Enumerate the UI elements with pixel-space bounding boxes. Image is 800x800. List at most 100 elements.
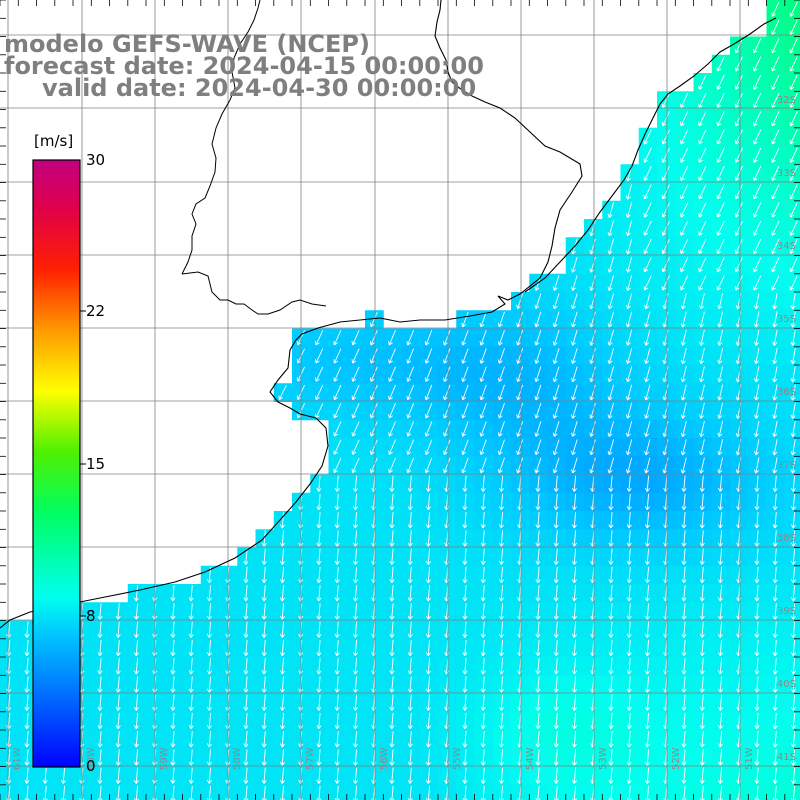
wind-arrow: [753, 366, 760, 383]
wind-arrow: [243, 694, 249, 711]
wind-arrow: [352, 712, 358, 730]
wind-arrow: [771, 147, 780, 163]
wind-arrow: [607, 202, 615, 218]
wind-arrow: [772, 329, 778, 346]
wind-arrow: [771, 92, 780, 108]
wind-arrow: [681, 566, 687, 584]
wind-arrow: [480, 585, 486, 602]
wind-arrow: [243, 566, 249, 584]
wind-arrow: [188, 749, 194, 766]
wind-arrow: [681, 621, 687, 638]
wind-arrow: [661, 129, 670, 145]
wind-arrow: [371, 785, 377, 800]
wind-arrow: [790, 603, 796, 620]
wind-arrow: [498, 548, 504, 565]
wind-arrow: [553, 658, 559, 675]
wind-arrow: [351, 439, 360, 455]
wind-arrow: [607, 421, 615, 437]
wind-arrow: [352, 566, 358, 584]
wind-arrow: [170, 712, 176, 730]
wind-cell: [784, 419, 800, 439]
wind-arrow: [115, 658, 121, 675]
wind-arrow: [754, 694, 760, 711]
wind-arrow: [753, 38, 762, 54]
wind-arrow: [461, 366, 469, 382]
wind-arrow: [699, 548, 705, 565]
wind-arrow: [334, 749, 340, 766]
wind-arrow: [607, 220, 615, 237]
wind-arrow: [625, 402, 633, 419]
wind-arrow: [625, 275, 633, 291]
wind-arrow: [754, 749, 760, 766]
wind-arrow: [334, 475, 340, 492]
wind-arrow: [461, 384, 469, 401]
wind-arrow: [644, 603, 650, 620]
wind-arrow: [334, 712, 340, 730]
lat-label: 33S: [777, 168, 796, 179]
wind-arrow: [661, 275, 670, 291]
wind-arrow: [661, 147, 670, 163]
wind-arrow: [535, 475, 541, 492]
wind-arrow: [334, 767, 340, 784]
wind-arrow: [698, 220, 707, 236]
wind-arrow: [279, 621, 285, 638]
wind-arrow: [644, 475, 650, 492]
wind-arrow: [644, 694, 650, 711]
wind-arrow: [754, 767, 760, 784]
wind-arrow: [681, 548, 687, 565]
wind-arrow: [479, 329, 487, 346]
wind-arrow: [608, 767, 614, 784]
wind-arrow: [352, 694, 358, 711]
wind-arrow: [608, 694, 614, 711]
wind-cell: [784, 565, 800, 585]
wind-cell: [784, 638, 800, 658]
wind-arrow: [480, 694, 486, 711]
wind-arrow: [316, 621, 322, 638]
wind-cell: [784, 219, 800, 238]
wind-arrow: [790, 439, 796, 456]
wind-arrow: [535, 512, 541, 529]
wind-arrow: [535, 639, 541, 657]
wind-arrow: [480, 658, 486, 675]
wind-arrow: [608, 785, 614, 800]
wind-arrow: [316, 785, 322, 800]
wind-arrow: [753, 92, 762, 108]
wind-arrow: [479, 384, 487, 401]
wind-arrow: [115, 767, 121, 784]
wind-arrow: [97, 712, 103, 730]
wind-arrow: [498, 493, 504, 511]
wind-arrow: [790, 731, 796, 748]
wind-arrow: [479, 421, 487, 437]
wind-arrow: [206, 712, 212, 730]
wind-arrow: [334, 731, 340, 748]
wind-arrow: [388, 348, 396, 364]
wind-arrow: [553, 475, 559, 492]
wind-arrow: [734, 202, 743, 218]
wind-arrow: [698, 92, 707, 108]
wind-arrow: [754, 621, 760, 638]
wind-arrow: [607, 439, 615, 456]
wind-arrow: [462, 658, 468, 675]
wind-arrow: [699, 603, 705, 620]
lat-label: 36S: [777, 387, 796, 398]
lon-label: 54W: [525, 747, 536, 770]
wind-arrow: [388, 439, 396, 455]
wind-arrow: [552, 384, 560, 401]
wind-arrow: [589, 275, 596, 291]
wind-arrow: [206, 639, 212, 657]
wind-arrow: [717, 384, 724, 401]
wind-arrow: [462, 512, 468, 529]
wind-arrow: [552, 457, 560, 474]
lon-label: 57W: [305, 747, 316, 770]
wind-arrow: [462, 585, 468, 602]
wind-arrow: [754, 530, 760, 547]
wind-arrow: [497, 384, 505, 401]
wind-arrow: [516, 348, 524, 364]
wind-arrow: [643, 275, 652, 291]
wind-arrow: [661, 92, 670, 108]
wind-arrow: [480, 639, 486, 657]
wind-arrow: [643, 147, 652, 163]
wind-arrow: [369, 403, 378, 419]
wind-arrow: [571, 658, 577, 675]
wind-arrow: [699, 439, 705, 456]
